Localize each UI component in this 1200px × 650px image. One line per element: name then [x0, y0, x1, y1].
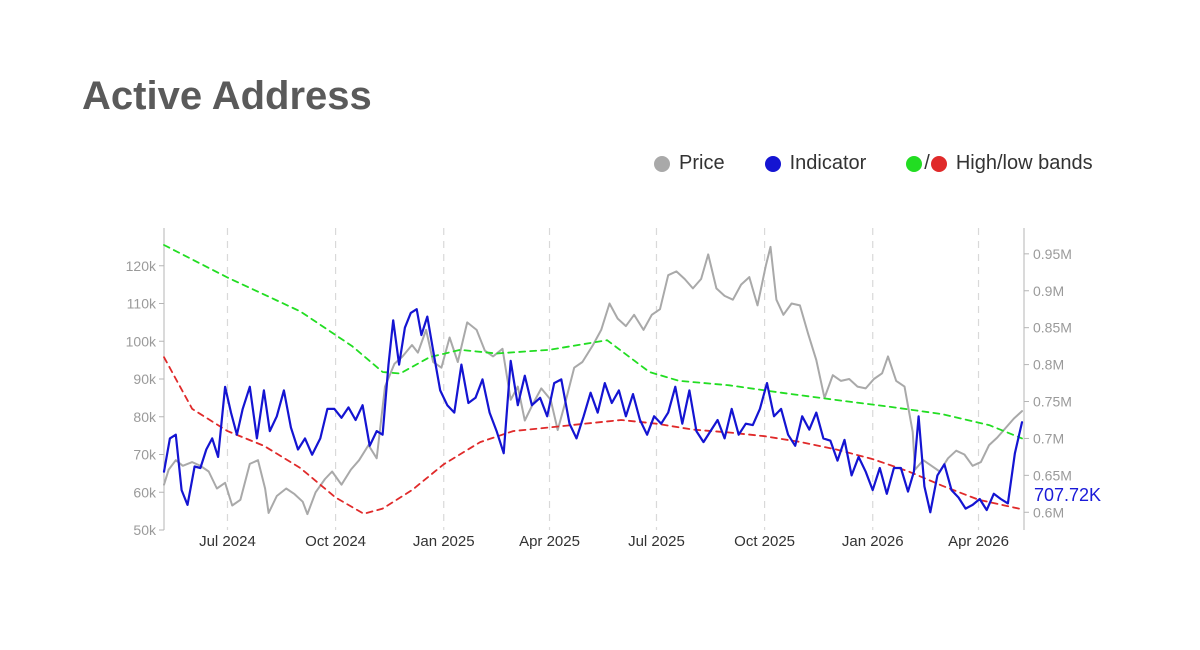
series-line-low-band — [163, 356, 1023, 515]
legend-item-bands[interactable]: / High/low bands — [906, 152, 1093, 175]
chart-title: Active Address — [82, 74, 372, 118]
right-tick-label: 0.8M — [1033, 357, 1064, 373]
x-tick-label: Apr 2025 — [519, 533, 580, 550]
right-tick-label: 0.6M — [1033, 504, 1064, 520]
series-line-indicator — [162, 308, 1024, 514]
legend-label-price: Price — [679, 152, 725, 174]
x-tick-label: Jul 2025 — [628, 533, 685, 550]
left-tick-label: 50k — [133, 522, 157, 538]
left-tick-label: 80k — [133, 409, 157, 425]
right-tick-label: 0.75M — [1033, 394, 1072, 410]
right-tick-label: 0.9M — [1033, 283, 1064, 299]
series-line-price — [163, 245, 1023, 516]
legend-item-indicator[interactable]: Indicator — [764, 152, 867, 175]
high-band-legend-dot-icon — [906, 155, 923, 172]
right-tick-label: 0.95M — [1033, 246, 1072, 262]
legend-label-indicator: Indicator — [789, 152, 867, 174]
left-tick-label: 90k — [133, 371, 157, 387]
indicator-legend-dot-icon — [764, 155, 781, 172]
x-tick-label: Apr 2026 — [948, 533, 1009, 550]
chart-legend: Price Indicator / High/low bands — [654, 152, 1093, 175]
x-tick-label: Jan 2025 — [413, 533, 475, 550]
right-tick-label: 0.65M — [1033, 467, 1072, 483]
left-tick-label: 60k — [133, 484, 157, 500]
x-tick-label: Oct 2025 — [734, 533, 795, 550]
low-band-legend-dot-icon — [930, 155, 947, 172]
right-tick-label: 0.85M — [1033, 320, 1072, 336]
left-tick-label: 100k — [126, 333, 157, 349]
last-value-label: 707.72K — [1034, 485, 1101, 505]
left-tick-label: 110k — [127, 296, 157, 312]
right-tick-label: 0.7M — [1033, 430, 1064, 446]
price-legend-dot-icon — [654, 155, 670, 172]
x-tick-label: Jan 2026 — [842, 533, 904, 550]
left-tick-label: 70k — [133, 447, 157, 463]
legend-slash: / — [924, 152, 930, 174]
series-line-high-band — [163, 244, 1023, 440]
legend-label-bands: High/low bands — [955, 152, 1093, 174]
x-tick-label: Oct 2024 — [305, 533, 366, 550]
legend-item-price[interactable]: Price — [654, 152, 725, 175]
left-tick-label: 120k — [126, 258, 157, 274]
x-tick-label: Jul 2024 — [199, 533, 256, 550]
